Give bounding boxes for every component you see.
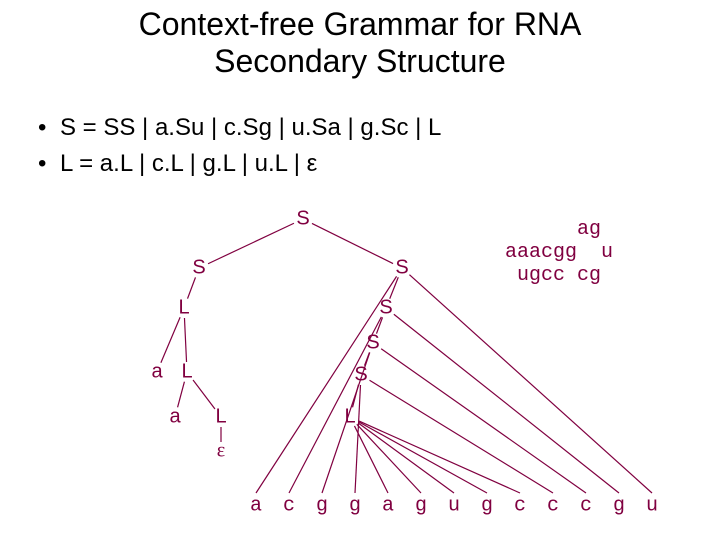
tree-node: S: [379, 296, 392, 318]
tree-node: L: [215, 405, 226, 427]
parse-tree: SSSLSSaLSaLLε acggagugcccgu: [0, 0, 720, 540]
terminal-char: u: [646, 494, 658, 517]
tree-edge: [256, 276, 397, 493]
tree-node: S: [366, 331, 379, 353]
terminal-char: u: [448, 494, 460, 517]
tree-node: a: [151, 360, 163, 382]
tree-edge: [359, 422, 487, 493]
tree-edge: [394, 314, 619, 493]
tree-edge: [370, 380, 553, 493]
tree-node: ε: [217, 440, 225, 462]
rna-line: ag: [505, 218, 601, 241]
tree-edge: [178, 382, 185, 408]
terminal-char: c: [514, 494, 526, 517]
tree-node: S: [395, 256, 408, 278]
tree-edge: [184, 318, 186, 362]
tree-edge: [161, 317, 180, 363]
terminal-char: c: [283, 494, 295, 517]
tree-edge: [381, 349, 586, 493]
tree-node: L: [344, 405, 355, 427]
tree-edge: [354, 426, 388, 493]
tree-edge: [208, 223, 294, 263]
tree-edge: [358, 423, 454, 493]
tree-node: L: [178, 296, 189, 318]
tree-edge: [355, 385, 360, 493]
rna-line: aaacgg u: [505, 241, 613, 264]
tree-edge: [312, 223, 393, 263]
tree-node: S: [296, 207, 309, 229]
terminal-char: g: [613, 494, 625, 517]
tree-node: a: [169, 405, 181, 427]
tree-node: L: [181, 360, 192, 382]
tree-edge: [193, 380, 215, 409]
terminal-char: g: [481, 494, 493, 517]
tree-node: S: [354, 363, 367, 385]
tree-node: S: [192, 256, 205, 278]
terminal-char: c: [547, 494, 559, 517]
terminal-char: g: [316, 494, 328, 517]
terminal-char: a: [382, 494, 394, 517]
terminal-char: a: [250, 494, 262, 517]
terminal-char: g: [415, 494, 427, 517]
terminal-char: c: [580, 494, 592, 517]
rna-line: ugcc cg: [505, 264, 601, 287]
terminal-char: g: [349, 494, 361, 517]
